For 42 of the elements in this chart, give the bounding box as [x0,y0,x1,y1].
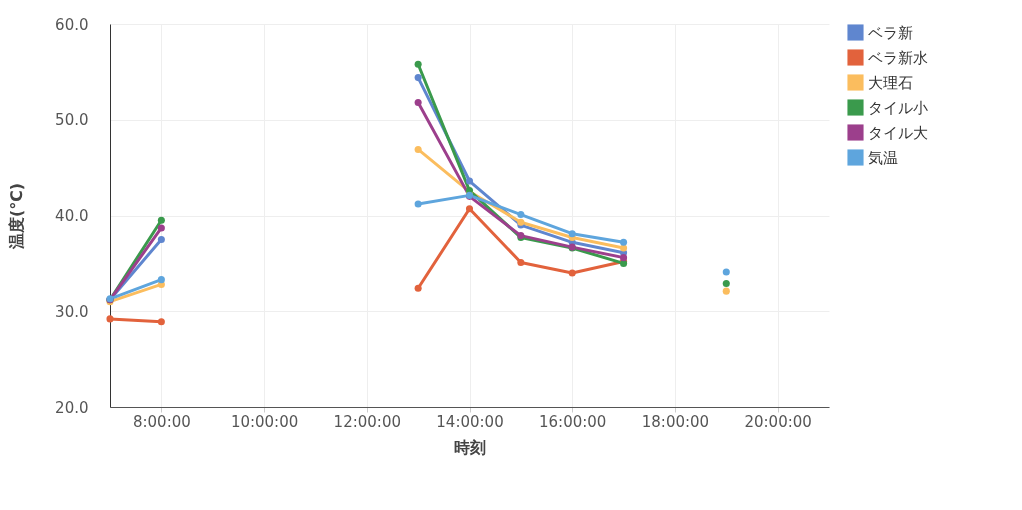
point [157,235,165,243]
point [106,315,114,323]
x-tick-label: 12:00:00 [333,412,401,431]
x-tick-label: 8:00:00 [132,412,191,431]
legend-label: 大理石 [868,73,913,92]
point [414,60,422,68]
point [414,98,422,107]
x-tick-label: 18:00:00 [641,412,710,431]
y-tick-label: 40.0 [55,207,89,225]
point [157,224,165,232]
y-tick-label: 20.0 [55,398,89,417]
point [465,177,474,185]
point [620,238,628,246]
x-tick-label: 16:00:00 [539,412,607,431]
point [157,276,165,284]
point [465,205,474,213]
y-tick-label: 60.0 [55,15,89,34]
point [157,318,165,326]
point [568,230,576,238]
legend-label: タイル大 [868,123,928,142]
x-tick-label: 20:00:00 [744,412,812,431]
point [414,145,422,153]
point [414,284,422,292]
legend-label: ベラ新水 [868,48,928,67]
x-tick-label: 10:00:00 [230,412,299,431]
legend-label: ベラ新 [868,23,913,42]
y-tick-label: 30.0 [55,302,89,321]
point [722,287,730,295]
x-tick-label: 14:00:00 [436,412,504,431]
point [414,200,422,208]
point [414,74,422,82]
point [517,258,525,266]
point [157,216,165,224]
x-axis-title: 時刻 [454,437,486,457]
legend-label: 気温 [868,148,898,167]
point [517,211,525,219]
y-tick-label: 50.0 [55,111,89,130]
point [722,279,730,288]
point [722,268,730,276]
legend-label: タイル小 [868,98,928,117]
point [568,269,576,277]
y-axis-title: 温度(℃) [7,183,27,250]
